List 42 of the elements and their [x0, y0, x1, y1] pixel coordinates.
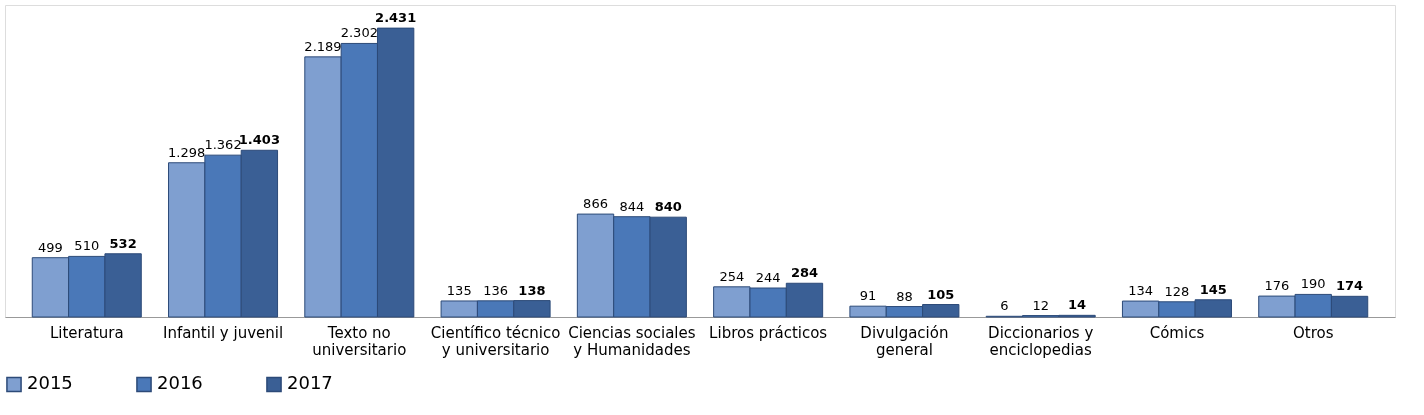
x-tick-label: Ciencias sociales y Humanidades — [568, 323, 696, 359]
data-label: 138 — [518, 282, 546, 298]
data-label: 2.302 — [340, 25, 378, 41]
data-label: 1.362 — [204, 137, 242, 153]
x-tick-label: Cómics — [1149, 323, 1205, 342]
data-label: 145 — [1199, 281, 1227, 297]
data-label: 88 — [896, 288, 913, 304]
data-label: 254 — [719, 268, 745, 284]
x-tick-label: Literatura — [49, 323, 124, 342]
data-label: 844 — [619, 198, 645, 214]
data-label: 866 — [583, 196, 608, 212]
data-label: 2.431 — [375, 10, 417, 26]
data-label: 190 — [1300, 276, 1326, 292]
data-label: 244 — [755, 270, 781, 285]
data-label: 284 — [790, 265, 819, 281]
data-label: 134 — [1128, 283, 1154, 299]
x-tick-label: Científico técnico y universitario — [430, 323, 561, 359]
x-tick-label: Libros prácticos — [709, 323, 828, 342]
data-label: 6 — [1000, 298, 1009, 314]
x-tick-label: Infantil y juvenil — [162, 323, 284, 342]
x-tick-label: Divulgación general — [860, 323, 949, 359]
data-label: 12 — [1032, 297, 1049, 313]
data-label: 14 — [1067, 297, 1087, 313]
data-label: 510 — [74, 238, 100, 254]
data-label: 499 — [38, 239, 63, 255]
data-label: 2.189 — [304, 38, 342, 54]
data-label: 1.298 — [168, 144, 206, 160]
legend-label: 2015 — [27, 372, 73, 394]
data-label: 176 — [1264, 278, 1290, 294]
data-label: 174 — [1336, 278, 1364, 294]
data-label: 105 — [927, 286, 955, 302]
data-label: 532 — [109, 235, 137, 251]
data-label: 135 — [446, 282, 472, 298]
data-label: 128 — [1164, 283, 1190, 299]
x-tick-label: Diccionarios y enciclopedias — [988, 323, 1094, 359]
data-label: 840 — [654, 199, 682, 215]
legend-label: 2017 — [287, 372, 333, 394]
data-label: 136 — [483, 282, 508, 298]
data-label: 91 — [859, 288, 877, 304]
x-tick-label: Otros — [1292, 323, 1334, 342]
x-tick-label: Texto no universitario — [312, 323, 407, 359]
legend-label: 2016 — [157, 372, 203, 394]
